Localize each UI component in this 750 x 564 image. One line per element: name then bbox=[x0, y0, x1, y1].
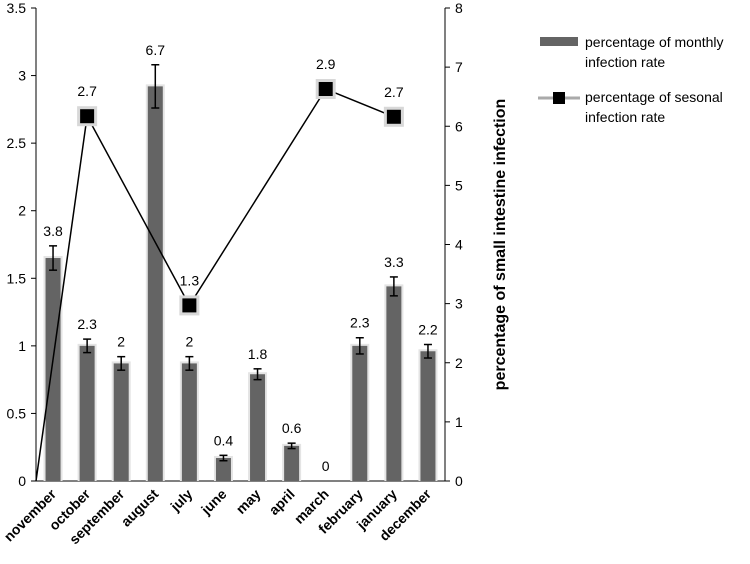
bar-december bbox=[420, 351, 436, 481]
legend-label: infection rate bbox=[585, 54, 665, 70]
bar-september bbox=[113, 363, 129, 481]
bar-november bbox=[45, 258, 61, 481]
bar-august bbox=[147, 86, 163, 481]
seasonal-marker bbox=[80, 109, 95, 124]
bar-value-label: 3.3 bbox=[384, 254, 404, 270]
right-tick-label: 7 bbox=[455, 59, 463, 75]
bar-value-label: 3.8 bbox=[43, 223, 63, 239]
right-tick-label: 4 bbox=[455, 237, 463, 253]
bar-value-label: 1.8 bbox=[248, 346, 268, 362]
left-tick-label: 3 bbox=[18, 68, 26, 84]
left-tick-label: 2 bbox=[18, 203, 26, 219]
left-tick-label: 3.5 bbox=[7, 0, 27, 16]
category-label: november bbox=[1, 485, 60, 544]
right-axis-title: percentage of small intestine infection bbox=[492, 99, 509, 391]
seasonal-value-label: 2.7 bbox=[77, 83, 97, 99]
seasonal-marker bbox=[182, 298, 197, 313]
right-tick-label: 8 bbox=[455, 0, 463, 16]
bar-value-label: 2.2 bbox=[418, 322, 438, 338]
bar-april bbox=[284, 445, 300, 481]
seasonal-value-label: 2.7 bbox=[384, 84, 404, 100]
seasonal-value-label: 1.3 bbox=[180, 272, 200, 288]
right-tick-label: 0 bbox=[455, 473, 463, 489]
bar-value-label: 0.4 bbox=[214, 432, 234, 448]
left-tick-label: 0.5 bbox=[7, 405, 27, 421]
bar-value-label: 2.3 bbox=[77, 316, 97, 332]
seasonal-marker bbox=[386, 109, 401, 124]
category-label: july bbox=[166, 486, 195, 515]
left-tick-label: 0 bbox=[18, 473, 26, 489]
category-label: august bbox=[118, 486, 162, 530]
bar-value-label: 2 bbox=[117, 334, 125, 350]
bar-value-label: 2.3 bbox=[350, 315, 370, 331]
bar-july bbox=[181, 363, 197, 481]
left-tick-label: 1 bbox=[18, 338, 26, 354]
bar-value-label: 6.7 bbox=[146, 42, 166, 58]
bar-january bbox=[386, 286, 402, 481]
category-label: may bbox=[233, 486, 264, 517]
legend-label: percentage of sesonal bbox=[585, 89, 723, 105]
bar-value-label: 2 bbox=[185, 334, 193, 350]
legend-label: percentage of monthly bbox=[585, 34, 724, 50]
right-tick-label: 6 bbox=[455, 118, 463, 134]
bar-may bbox=[250, 374, 266, 481]
legend-marker-swatch bbox=[553, 92, 565, 104]
right-tick-label: 2 bbox=[455, 355, 463, 371]
bar-february bbox=[352, 345, 368, 481]
bar-value-label: 0.6 bbox=[282, 420, 302, 436]
left-tick-label: 1.5 bbox=[7, 270, 27, 286]
legend-label: infection rate bbox=[585, 109, 665, 125]
bar-june bbox=[215, 458, 231, 481]
seasonal-marker bbox=[318, 82, 333, 97]
bar-october bbox=[79, 345, 95, 481]
seasonal-value-label: 2.9 bbox=[316, 56, 336, 72]
right-tick-label: 3 bbox=[455, 296, 463, 312]
category-label: june bbox=[197, 486, 230, 519]
right-tick-label: 5 bbox=[455, 177, 463, 193]
right-tick-label: 1 bbox=[455, 414, 463, 430]
left-tick-label: 2.5 bbox=[7, 135, 27, 151]
legend-bar-swatch bbox=[540, 37, 578, 46]
bar-value-label: 0 bbox=[322, 458, 330, 474]
